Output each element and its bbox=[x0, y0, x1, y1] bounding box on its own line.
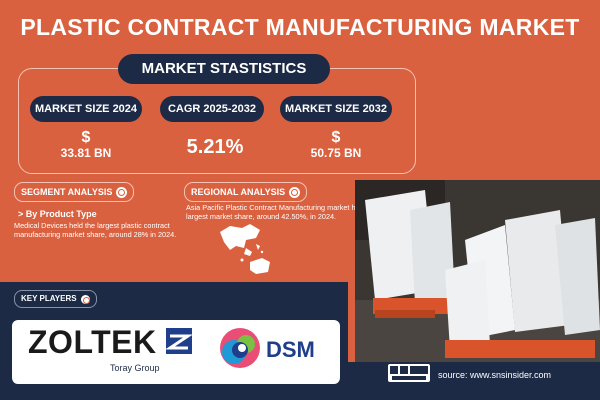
market-size-2032-label: MARKET SIZE 2032 bbox=[280, 96, 392, 122]
value-text: 33.81 BN bbox=[60, 146, 112, 160]
currency-symbol: $ bbox=[81, 129, 91, 146]
globe-icon bbox=[289, 186, 301, 198]
cagr-label: CAGR 2025-2032 bbox=[160, 96, 264, 122]
market-size-2032-value: $ 50.75 BN bbox=[296, 129, 376, 161]
asia-pacific-map-icon bbox=[220, 224, 270, 274]
sns-insider-logo bbox=[388, 364, 430, 382]
source-link[interactable]: source: www.snsinsider.com bbox=[438, 370, 552, 380]
link-icon bbox=[80, 294, 90, 304]
toray-group-label: Toray Group bbox=[110, 363, 160, 373]
dsm-logo-icon bbox=[220, 328, 260, 368]
segment-analysis-description: Medical Devices held the largest plastic… bbox=[14, 221, 177, 239]
zoltek-emblem-icon bbox=[166, 328, 192, 354]
globe-icon bbox=[116, 186, 128, 198]
market-size-2024-label: MARKET SIZE 2024 bbox=[30, 96, 142, 122]
market-statistics-heading: MARKET STASTISTICS bbox=[118, 54, 330, 84]
value-text: 50.75 BN bbox=[310, 146, 362, 160]
product-photo bbox=[355, 180, 600, 362]
dsm-logo-text: DSM bbox=[266, 337, 315, 362]
key-players-text: KEY PLAYERS bbox=[21, 294, 77, 303]
zoltek-logo-text: ZOLTEK bbox=[28, 324, 157, 360]
currency-symbol: $ bbox=[331, 129, 341, 146]
source-strip bbox=[348, 362, 600, 400]
regional-analysis-text: REGIONAL ANALYSIS bbox=[191, 187, 286, 197]
by-product-type-heading: > By Product Type bbox=[18, 209, 97, 219]
segment-analysis-label: SEGMENT ANALYSIS bbox=[14, 182, 135, 202]
segment-analysis-text: SEGMENT ANALYSIS bbox=[21, 187, 113, 197]
cagr-value: 5.21% bbox=[186, 136, 244, 158]
market-size-2024-value: $ 33.81 BN bbox=[46, 129, 126, 161]
regional-analysis-label: REGIONAL ANALYSIS bbox=[184, 182, 308, 202]
key-players-label: KEY PLAYERS bbox=[14, 290, 97, 308]
regional-analysis-description: Asia Pacific Plastic Contract Manufactur… bbox=[186, 203, 378, 221]
page-title: PLASTIC CONTRACT MANUFACTURING MARKET bbox=[20, 14, 580, 40]
